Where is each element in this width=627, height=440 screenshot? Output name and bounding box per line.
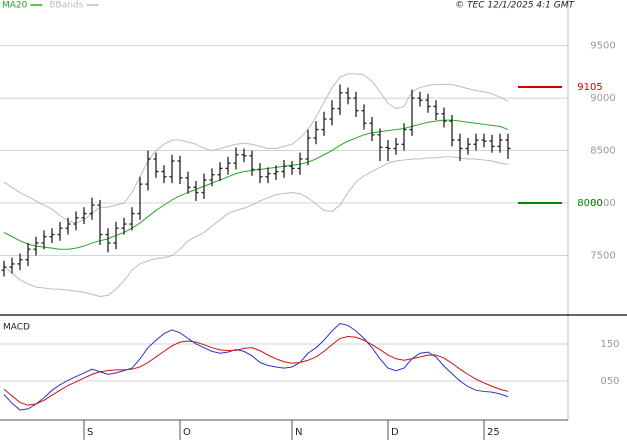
x-tick-label: N xyxy=(295,427,302,438)
source-label: © TEC 12/1/2025 4:1 GMT xyxy=(455,1,575,11)
bband-lower xyxy=(3,156,509,297)
level-label: 8000 xyxy=(577,198,602,209)
macd-line xyxy=(3,336,509,406)
x-tick-label: 25 xyxy=(487,427,500,438)
level-label: 9105 xyxy=(577,82,602,93)
panel-title: MACD xyxy=(3,323,30,333)
y-tick-label: 050 xyxy=(600,376,619,387)
x-tick-label: O xyxy=(183,427,191,438)
y-tick-label: 8500 xyxy=(590,146,615,157)
legend-label: BBands xyxy=(49,1,83,11)
macd-line xyxy=(3,323,509,411)
x-tick-label: S xyxy=(87,427,93,438)
legend-label: MA20 xyxy=(2,1,28,11)
y-tick-label: 150 xyxy=(600,339,619,350)
y-tick-label: 9500 xyxy=(590,41,615,52)
y-tick-label: 7500 xyxy=(590,251,615,262)
bband-upper xyxy=(3,73,509,224)
y-tick-label: 8000 xyxy=(590,198,615,209)
y-tick-label: 9000 xyxy=(590,93,615,104)
x-tick-label: D xyxy=(391,427,399,438)
ma-line xyxy=(3,119,509,250)
